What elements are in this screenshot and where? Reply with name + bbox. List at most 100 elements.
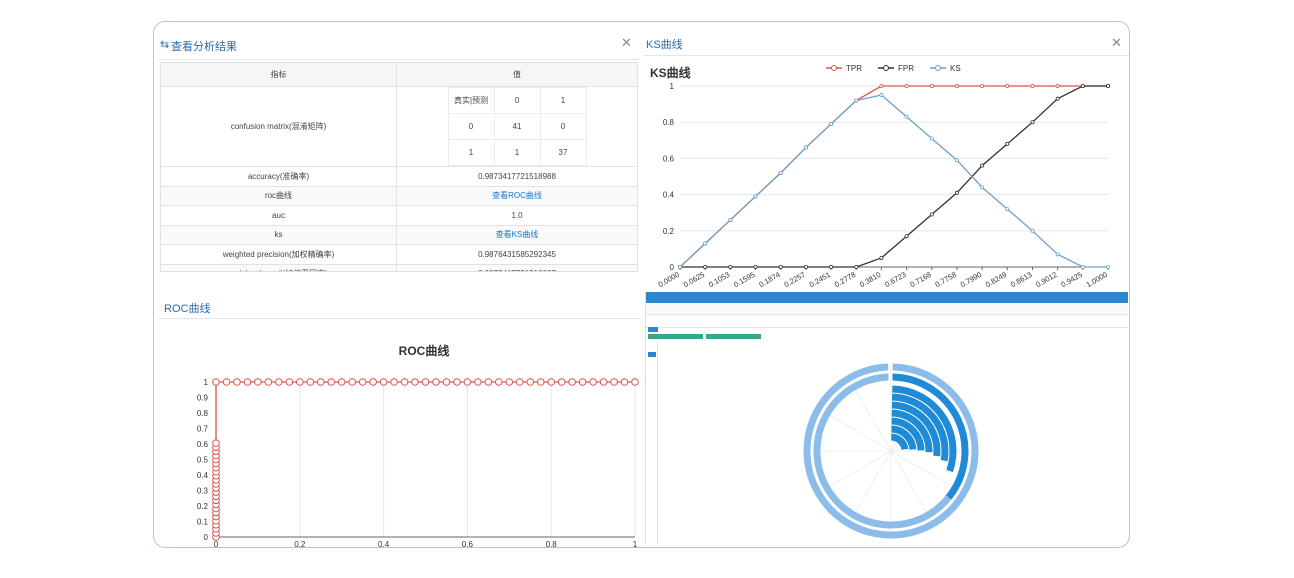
data-point — [929, 83, 934, 88]
y-tick-label: 0.2 — [197, 502, 209, 511]
data-point — [306, 378, 315, 386]
data-point — [474, 378, 482, 386]
data-point — [568, 378, 576, 386]
data-point — [316, 378, 325, 386]
embedded-app-chip — [648, 334, 703, 339]
roc-panel: ROC曲线 ROC曲线 0 0.1 0.2 0.3 0.4 0.5 0.6 0.7 0.8 0.9 1… — [154, 292, 644, 547]
y-tick-label: 1 — [670, 82, 675, 91]
chart-title: KS曲线 — [650, 65, 691, 80]
results-table-container[interactable]: 指标 值 confusion matrix(混淆矩阵) 真实|预测 0 1 — [160, 62, 638, 272]
y-tick-label: 0.5 — [197, 456, 209, 465]
data-point — [904, 114, 909, 119]
radial-bar — [891, 417, 925, 451]
x-tick-label: 0.8 — [546, 540, 558, 547]
embedded-radial-bar-chart — [803, 363, 979, 539]
cm-col-1: 1 — [539, 87, 587, 114]
data-point — [1055, 252, 1060, 257]
x-tick-label: 0.8613 — [1009, 270, 1033, 287]
y-tick-label: 0.6 — [663, 154, 675, 163]
embedded-app-tag — [648, 327, 658, 332]
table-row: weighted precision(加权精确率) 0.987643158529… — [160, 244, 638, 265]
data-point — [442, 378, 451, 386]
data-point — [778, 170, 783, 175]
data-point — [1030, 228, 1035, 233]
confusion-matrix: 真实|预测 0 1 0 41 0 1 1 — [447, 87, 587, 166]
data-point — [578, 378, 587, 386]
radial-bar — [813, 373, 952, 529]
cm-cell: 1 — [493, 139, 541, 166]
radial-bar — [891, 393, 949, 462]
series-line — [680, 85, 1108, 268]
results-table: 指标 值 confusion matrix(混淆矩阵) 真实|预测 0 1 — [160, 62, 638, 271]
data-point — [1055, 96, 1060, 101]
data-point — [1005, 207, 1010, 212]
embedded-app-rail-badge — [648, 352, 656, 357]
results-panel: ⇆ 查看分析结果 ✕ 指标 值 confusion matrix(混淆矩阵) 真… — [154, 22, 644, 277]
x-tick-label: 0.7168 — [908, 270, 932, 287]
data-point — [463, 378, 472, 386]
x-tick-label: 0.6723 — [883, 270, 907, 287]
value-weighted-precision: 0.9876431585292345 — [396, 244, 638, 265]
data-point — [829, 264, 834, 269]
x-tick-label: 0.1053 — [707, 270, 731, 287]
table-row: ks 查看KS曲线 — [160, 224, 638, 245]
data-point — [599, 378, 608, 386]
metric-ks: ks — [160, 224, 397, 245]
data-point — [753, 264, 758, 269]
close-icon[interactable]: ✕ — [621, 35, 632, 50]
divider — [158, 59, 640, 60]
data-point — [369, 378, 377, 386]
view-ks-link[interactable]: 查看KS曲线 — [495, 230, 539, 240]
cm-cell: 0 — [539, 113, 587, 140]
data-point — [854, 98, 859, 103]
y-tick-label: 0.8 — [663, 118, 675, 127]
x-tick-label: 0 — [214, 540, 219, 547]
table-row: auc 1.0 — [160, 205, 638, 226]
data-point — [954, 158, 959, 163]
data-point — [1080, 83, 1085, 88]
value-auc: 1.0 — [396, 205, 638, 226]
divider — [158, 318, 640, 319]
data-point — [495, 378, 503, 386]
embedded-app-chip — [706, 334, 761, 339]
x-tick-label: 0.6 — [462, 540, 474, 547]
x-tick-label: 0.1874 — [757, 270, 781, 287]
value-accuracy: 0.9873417721518988 — [396, 166, 638, 187]
cm-row-1-label: 1 — [447, 139, 495, 166]
data-point — [212, 439, 220, 448]
radial-bar — [890, 433, 909, 451]
radial-bar — [892, 385, 957, 473]
data-point — [620, 378, 629, 386]
radial-bar — [891, 401, 941, 457]
data-point — [929, 212, 934, 217]
data-point — [929, 136, 934, 141]
data-point — [275, 378, 283, 386]
x-tick-label: 0.0625 — [682, 270, 706, 287]
y-tick-label: 0.8 — [197, 409, 209, 418]
y-tick-label: 0.1 — [197, 518, 209, 527]
table-row: weighted recall(加权召回率) 0.987341772151898… — [160, 263, 638, 271]
data-point — [358, 378, 367, 386]
close-icon[interactable]: ✕ — [1111, 35, 1122, 50]
embedded-app-toolbar — [646, 303, 1128, 315]
cm-col-0: 0 — [493, 87, 541, 114]
data-point — [515, 378, 524, 386]
legend-marker — [935, 65, 941, 71]
x-tick-label: 0.7990 — [959, 270, 983, 287]
data-point — [1080, 264, 1085, 269]
legend-marker — [883, 65, 889, 71]
data-point — [879, 93, 884, 98]
embedded-app-left-rail — [646, 342, 658, 544]
data-point — [954, 190, 959, 195]
cm-cell: 37 — [539, 139, 587, 166]
cm-row-0-label: 0 — [447, 113, 495, 140]
confusion-matrix-label: confusion matrix(混淆矩阵) — [160, 86, 397, 167]
x-tick-label: 0.2257 — [783, 270, 807, 287]
data-point — [631, 378, 639, 386]
legend-label: TPR — [846, 64, 862, 73]
data-point — [484, 378, 493, 386]
view-roc-link[interactable]: 查看ROC曲线 — [492, 191, 542, 201]
data-point — [879, 83, 884, 88]
data-point — [243, 378, 252, 386]
